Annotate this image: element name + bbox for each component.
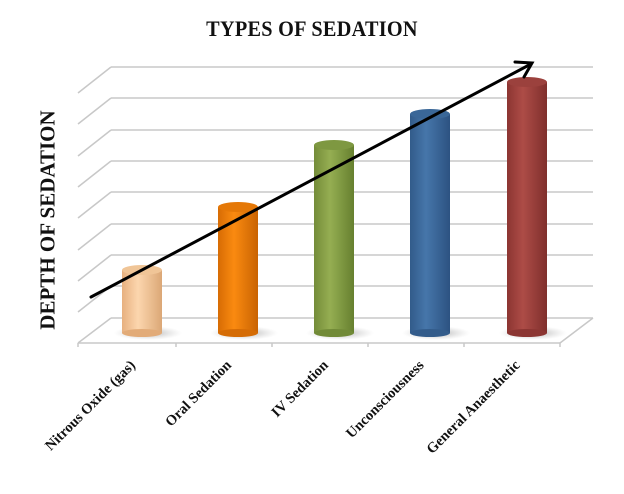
chart-title: TYPES OF SEDATION <box>206 16 418 41</box>
bar-oral-sedation <box>210 202 278 340</box>
trend-arrow-icon <box>89 60 535 299</box>
bar-iv-sedation <box>306 140 374 340</box>
bar-general-anaesthetic <box>499 77 567 340</box>
bar-unconsciousness <box>402 109 470 340</box>
bar-nitrous-oxide <box>114 265 182 340</box>
